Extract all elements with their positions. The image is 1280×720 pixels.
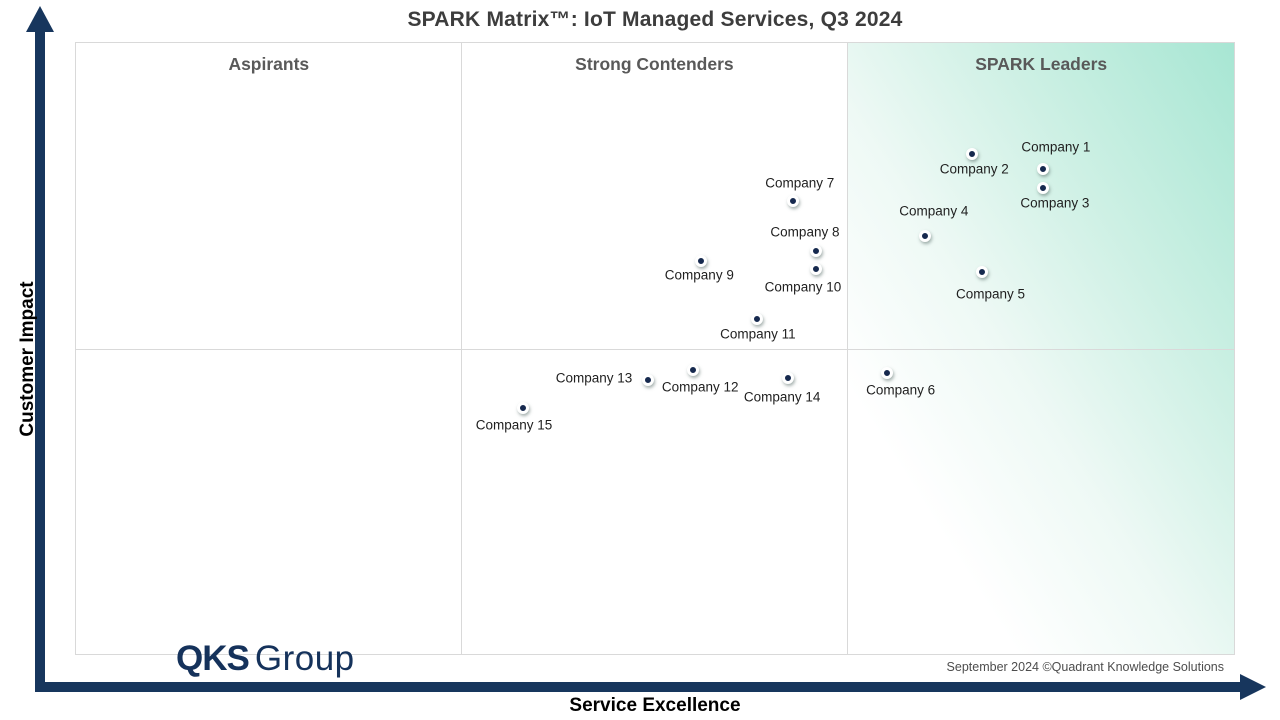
quadrant-label-strong-contenders: Strong Contenders <box>575 54 734 74</box>
copyright-footnote: September 2024 ©Quadrant Knowledge Solut… <box>946 660 1224 674</box>
leaders-quadrant-gradient <box>846 43 1234 654</box>
company-point-2[interactable] <box>966 147 979 160</box>
company-label-12: Company 12 <box>661 379 739 395</box>
logo-text-regular: Group <box>254 639 355 678</box>
quadrant-label-aspirants: Aspirants <box>228 54 310 74</box>
company-point-14[interactable] <box>782 371 795 384</box>
company-label-10: Company 10 <box>764 279 842 295</box>
company-label-2: Company 2 <box>939 161 1009 177</box>
company-label-5: Company 5 <box>956 286 1026 301</box>
company-point-9[interactable] <box>695 254 708 267</box>
company-point-6[interactable] <box>880 366 893 379</box>
quadrant-label-spark-leaders: SPARK Leaders <box>975 54 1108 74</box>
y-axis-arrow-icon <box>26 6 54 32</box>
quadrant-divider-horizontal <box>76 349 1234 351</box>
company-label-9: Company 9 <box>664 267 734 283</box>
company-label-14: Company 14 <box>743 389 821 405</box>
company-label-4: Company 4 <box>899 203 969 219</box>
company-point-5[interactable] <box>975 265 988 278</box>
x-axis-arrow-icon <box>1240 674 1266 700</box>
x-axis-label: Service Excellence <box>569 695 741 716</box>
company-point-15[interactable] <box>516 401 529 414</box>
company-label-6: Company 6 <box>866 382 936 398</box>
company-label-11: Company 11 <box>720 326 796 342</box>
qks-group-logo: QKS Group <box>176 639 355 679</box>
company-point-12[interactable] <box>687 363 700 376</box>
company-point-7[interactable] <box>786 195 799 208</box>
logo-text-bold: QKS <box>176 639 250 678</box>
x-axis-line <box>35 682 1240 692</box>
company-point-13[interactable] <box>642 373 655 386</box>
company-label-7: Company 7 <box>765 175 835 191</box>
company-label-1: Company 1 <box>1021 139 1091 155</box>
company-point-1[interactable] <box>1036 162 1049 175</box>
plot-area: Aspirants Strong Contenders SPARK Leader… <box>75 42 1235 678</box>
quadrant-divider-vertical-1 <box>461 43 463 654</box>
quadrant-divider-vertical-2 <box>846 43 848 654</box>
company-point-4[interactable] <box>918 230 931 243</box>
company-point-8[interactable] <box>809 245 822 258</box>
company-point-11[interactable] <box>750 313 763 326</box>
company-label-13: Company 13 <box>555 370 633 386</box>
y-axis-line <box>35 30 45 692</box>
company-label-3: Company 3 <box>1020 195 1090 211</box>
y-axis-label: Customer Impact <box>17 281 38 437</box>
chart-title: SPARK Matrix™: IoT Managed Services, Q3 … <box>407 8 903 31</box>
company-point-10[interactable] <box>809 263 822 276</box>
company-label-15: Company 15 <box>475 417 553 433</box>
company-point-3[interactable] <box>1036 182 1049 195</box>
company-label-8: Company 8 <box>770 224 840 240</box>
